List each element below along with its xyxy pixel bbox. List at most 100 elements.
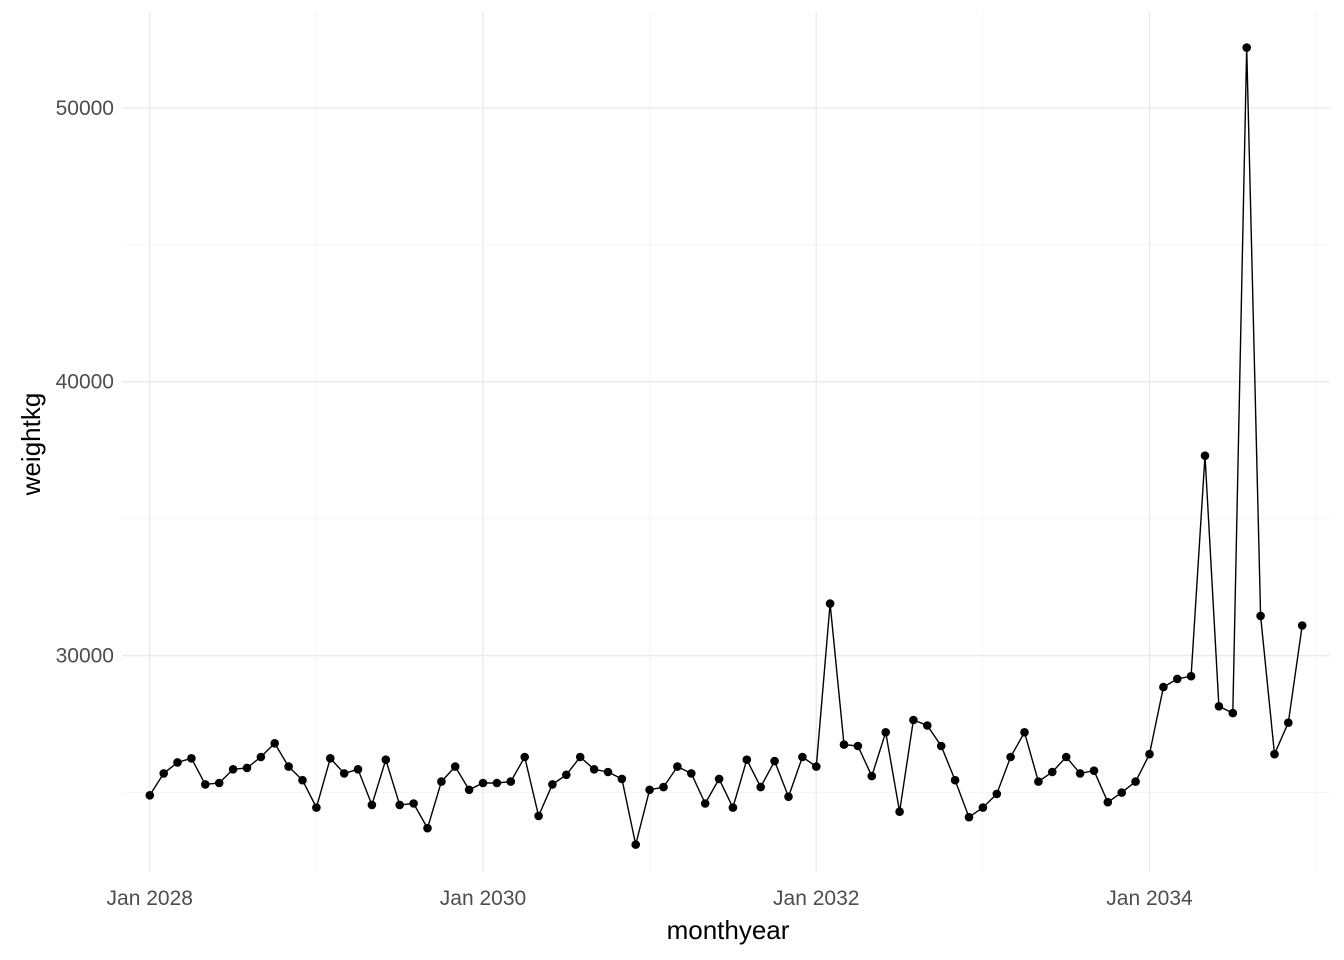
data-point [256, 752, 266, 762]
data-point [1186, 671, 1196, 681]
data-point [575, 752, 585, 762]
data-point [1214, 702, 1224, 711]
y-axis-tick-labels: 30000 40000 50000 [56, 97, 114, 668]
data-point [339, 769, 349, 778]
data-point [326, 754, 335, 763]
data-point [645, 785, 654, 795]
y-tick-label: 40000 [56, 371, 114, 394]
data-point [978, 803, 988, 812]
data-point [1200, 451, 1210, 461]
data-point [589, 765, 599, 774]
data-point [923, 721, 932, 730]
data-point [1256, 611, 1265, 621]
data-point [312, 803, 321, 812]
x-tick-label: Jan 2030 [440, 887, 526, 910]
data-point [214, 778, 224, 788]
data-point [687, 769, 696, 778]
data-point [548, 780, 557, 789]
data-point [242, 763, 252, 773]
data-point [228, 765, 238, 774]
data-point [853, 741, 863, 751]
data-point [201, 780, 210, 789]
data-point [1242, 43, 1251, 52]
data-point [895, 807, 904, 816]
data-point [992, 789, 1002, 799]
data-point [1020, 728, 1029, 737]
series-line [149, 47, 1303, 845]
data-point [700, 799, 710, 808]
data-point [1048, 767, 1057, 777]
minor-gridlines [122, 12, 1330, 872]
data-point [1145, 749, 1154, 759]
data-point [145, 791, 155, 800]
data-point [1075, 769, 1085, 778]
data-point [562, 770, 571, 780]
data-point [1173, 674, 1182, 684]
data-point [1089, 766, 1099, 775]
x-tick-label: Jan 2032 [773, 887, 859, 910]
data-point [950, 775, 960, 785]
data-point [159, 769, 168, 778]
data-point [173, 758, 182, 767]
data-point [478, 778, 488, 788]
data-point [909, 715, 918, 725]
data-point [714, 774, 724, 784]
data-point [839, 740, 849, 749]
x-axis-title: monthyear [667, 915, 790, 945]
data-point [395, 800, 405, 810]
data-point [367, 800, 377, 810]
data-point [1006, 752, 1015, 762]
data-point [770, 756, 779, 766]
data-point [1270, 749, 1279, 759]
data-point [964, 812, 974, 822]
data-point [936, 741, 946, 751]
data-point [881, 728, 890, 737]
data-point [1061, 752, 1071, 762]
data-point [520, 752, 529, 762]
data-point [450, 762, 460, 771]
major-gridlines [122, 12, 1330, 872]
data-point [423, 823, 432, 833]
data-point [825, 599, 835, 608]
data-point [756, 782, 765, 792]
data-point [284, 762, 293, 771]
data-point [506, 777, 516, 786]
data-point [1034, 777, 1043, 786]
data-point [1103, 797, 1113, 807]
data-point [617, 774, 627, 784]
data-point [187, 754, 196, 763]
data-point [798, 752, 807, 762]
data-point [728, 803, 738, 812]
data-point [270, 739, 280, 748]
data-point [1131, 777, 1140, 786]
x-tick-label: Jan 2028 [107, 887, 193, 910]
data-point [631, 840, 640, 849]
data-point [603, 767, 613, 777]
y-axis-title: weightkg [16, 393, 46, 497]
data-point [534, 811, 543, 821]
y-tick-label: 50000 [56, 97, 114, 120]
data-point [298, 775, 307, 785]
data-point [492, 778, 502, 788]
x-axis-tick-labels: Jan 2028 Jan 2030 Jan 2032 Jan 2034 [107, 887, 1193, 910]
data-point [464, 785, 474, 795]
y-tick-label: 30000 [56, 645, 114, 668]
data-point [1297, 621, 1307, 630]
x-tick-label: Jan 2034 [1106, 887, 1193, 910]
data-point [437, 777, 446, 786]
data-point [812, 762, 821, 771]
data-point [1228, 708, 1238, 718]
data-point [409, 799, 418, 808]
data-point [1117, 788, 1126, 797]
data-point [353, 765, 363, 774]
data-point [867, 771, 877, 781]
data-point [673, 762, 682, 771]
data-point [1284, 718, 1293, 727]
data-point [784, 792, 793, 801]
data-point [742, 755, 752, 764]
data-point [659, 782, 668, 792]
data-series [145, 43, 1307, 849]
data-point [1159, 682, 1168, 692]
